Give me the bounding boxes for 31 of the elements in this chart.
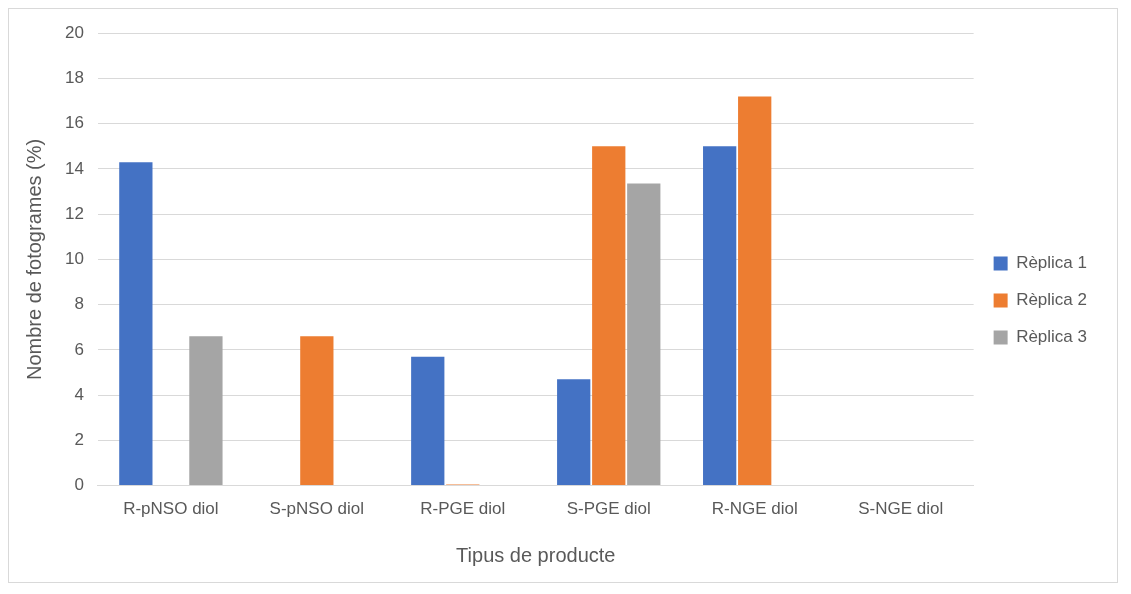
bar [738, 96, 772, 486]
bar [189, 336, 223, 486]
x-tick-label: S-PGE diol [566, 499, 651, 519]
x-tick-label: R-PGE diol [420, 499, 506, 519]
y-tick-label: 6 [74, 339, 84, 359]
y-tick-label: 10 [64, 249, 84, 269]
bar [557, 379, 591, 486]
x-axis-title: Tipus de producte [456, 543, 616, 566]
y-tick-label: 14 [64, 158, 84, 178]
bar [627, 183, 661, 486]
y-tick-label: 18 [64, 68, 84, 88]
y-tick-label: 2 [74, 430, 84, 450]
bar [119, 162, 153, 486]
bar [703, 146, 737, 486]
legend-label: Rèplica 3 [1016, 327, 1087, 347]
bar [592, 146, 626, 486]
legend-label: Rèplica 1 [1016, 253, 1087, 273]
x-tick-label: S-NGE diol [858, 499, 944, 519]
y-axis-title: Nombre de fotogrames (%) [22, 138, 45, 380]
bar [300, 336, 334, 486]
y-tick-label: 8 [74, 294, 84, 314]
x-tick-label: S-pNSO diol [269, 499, 365, 519]
y-tick-label: 4 [74, 384, 84, 404]
x-tick-label: R-NGE diol [711, 499, 798, 519]
bar [411, 356, 445, 486]
x-tick-label: R-pNSO diol [123, 499, 219, 519]
y-tick-label: 20 [64, 22, 84, 42]
y-tick-label: 16 [64, 113, 84, 133]
legend-label: Rèplica 2 [1016, 290, 1087, 310]
y-tick-label: 12 [64, 203, 84, 223]
y-tick-label: 0 [74, 475, 84, 495]
